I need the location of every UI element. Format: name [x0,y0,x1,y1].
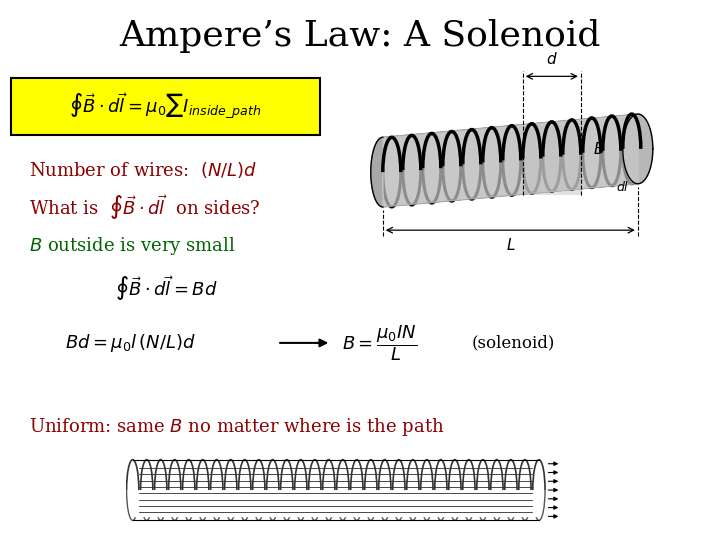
FancyBboxPatch shape [523,126,581,195]
Polygon shape [371,137,383,207]
Polygon shape [383,114,638,207]
FancyBboxPatch shape [11,78,320,135]
Text: (solenoid): (solenoid) [472,334,555,352]
Text: $d$: $d$ [546,51,558,67]
Polygon shape [132,464,539,516]
Text: $\oint \vec{B} \cdot d\vec{l} = Bd$: $\oint \vec{B} \cdot d\vec{l} = Bd$ [115,274,218,303]
Text: $\oint \vec{B} \cdot d\vec{l} = \mu_0 \sum I_{inside\_path}$: $\oint \vec{B} \cdot d\vec{l} = \mu_0 \s… [69,92,262,122]
Polygon shape [383,114,638,207]
Text: Uniform: same $B$ no matter where is the path: Uniform: same $B$ no matter where is the… [29,416,444,437]
Polygon shape [623,114,653,184]
Text: $B = \dfrac{\mu_0 IN}{L}$: $B = \dfrac{\mu_0 IN}{L}$ [342,323,417,363]
Text: $B$ outside is very small: $B$ outside is very small [29,235,235,256]
Text: $dl$: $dl$ [616,180,629,194]
Text: $B$: $B$ [593,141,605,157]
Text: Number of wires:  $(N/L)d$: Number of wires: $(N/L)d$ [29,160,257,180]
Text: $Bd = \mu_0 l\,(N/L)d$: $Bd = \mu_0 l\,(N/L)d$ [65,332,196,354]
Text: Ampere’s Law: A Solenoid: Ampere’s Law: A Solenoid [120,19,600,53]
Text: What is  $\oint \vec{B} \cdot d\vec{l}$  on sides?: What is $\oint \vec{B} \cdot d\vec{l}$ o… [29,193,261,222]
Text: $L$: $L$ [505,237,515,253]
